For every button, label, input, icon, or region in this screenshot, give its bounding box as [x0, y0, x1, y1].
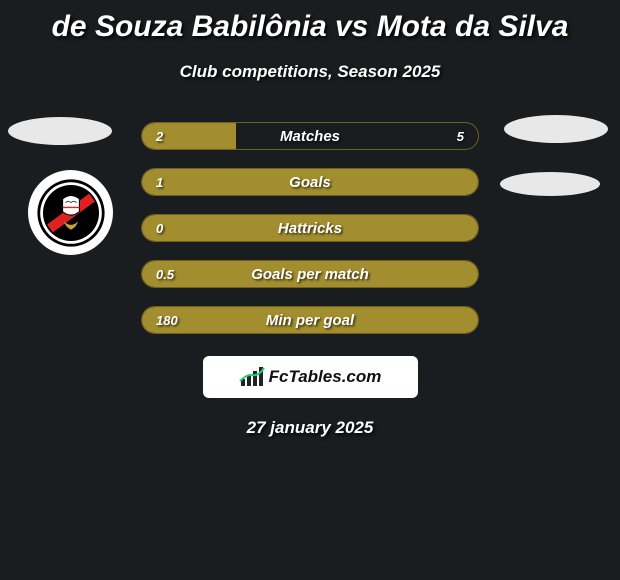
stat-left-value: 1 [156, 169, 163, 195]
comparison-content: 2Matches5 1Goals 0Hattricks 0.5Goals per ma… [0, 122, 620, 438]
stat-left-value: 0.5 [156, 261, 174, 287]
stat-right-value: 5 [457, 123, 464, 149]
stats-bars: 2Matches5 1Goals 0Hattricks 0.5Goals per ma… [141, 122, 479, 334]
stat-bar-fill [142, 169, 478, 195]
stat-bar: 0.5Goals per match [141, 260, 479, 288]
stat-left-value: 180 [156, 307, 178, 333]
stat-bar: 1Goals [141, 168, 479, 196]
vasco-crest-icon [36, 178, 106, 248]
player-right-badge-bottom [500, 172, 600, 196]
logo-text: FcTables.com [269, 367, 382, 387]
page-title: de Souza Babilônia vs Mota da Silva [0, 0, 620, 44]
player-left-badge-top [8, 117, 112, 145]
stat-left-value: 2 [156, 123, 163, 149]
stat-bar-fill [142, 215, 478, 241]
fctables-logo[interactable]: FcTables.com [203, 356, 418, 398]
stat-bar: 180Min per goal [141, 306, 479, 334]
player-right-badge-top [504, 115, 608, 143]
stat-left-value: 0 [156, 215, 163, 241]
bar-chart-icon [239, 366, 265, 388]
stat-bar: 2Matches5 [141, 122, 479, 150]
stat-bar-fill [142, 261, 478, 287]
stat-bar-fill [142, 307, 478, 333]
subtitle: Club competitions, Season 2025 [0, 62, 620, 82]
date-label: 27 january 2025 [0, 418, 620, 438]
player-left-club-crest [28, 170, 113, 255]
stat-bar: 0Hattricks [141, 214, 479, 242]
